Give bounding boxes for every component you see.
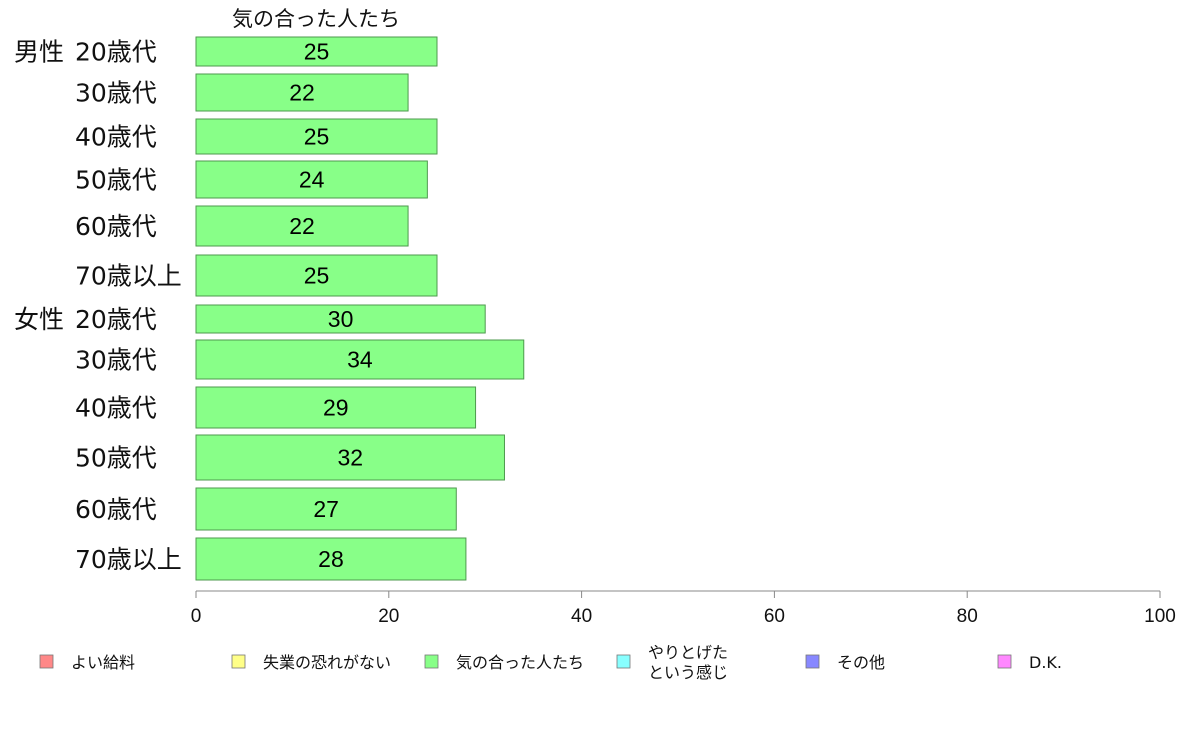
legend-label: その他 [837, 653, 885, 672]
category-label: 20歳代 [75, 38, 157, 67]
category-label: 30歳代 [75, 79, 157, 108]
legend-label: よい給料 [71, 653, 135, 672]
x-axis: 0 20 40 60 80 100 [191, 590, 1176, 627]
bar-value-label: 24 [299, 167, 325, 193]
legend-swatch [997, 654, 1012, 669]
bar-value-label: 27 [313, 496, 339, 522]
group-label: 男性 [14, 38, 64, 67]
x-tick-label: 40 [571, 606, 592, 627]
bar-value-label: 25 [304, 39, 330, 65]
chart-title: 気の合った人たち [232, 7, 400, 31]
category-label: 60歳代 [75, 495, 157, 524]
x-tick-label: 100 [1144, 606, 1176, 627]
bar-value-label: 29 [323, 395, 349, 421]
bar-1 [195, 73, 409, 112]
legend-swatch [805, 654, 820, 669]
bars-layer: 25 20歳代 22 30歳代 25 40歳代 24 50歳代 22 60歳代 25 70歳以上 30 2… [14, 36, 525, 581]
category-label: 40歳代 [75, 123, 157, 152]
bar-4 [195, 205, 409, 247]
legend-swatch [616, 654, 631, 669]
category-label: 20歳代 [75, 305, 157, 334]
category-label: 30歳代 [75, 346, 157, 375]
category-label: 70歳以上 [75, 545, 182, 574]
category-label: 70歳以上 [75, 262, 182, 291]
bar-3 [195, 160, 428, 199]
x-tick-label: 60 [764, 606, 785, 627]
bar-value-label: 25 [304, 263, 330, 289]
bar-value-label: 22 [289, 213, 315, 239]
bar-2 [195, 118, 438, 155]
legend-swatch [39, 654, 54, 669]
bar-5 [195, 254, 438, 297]
x-tick-label: 20 [378, 606, 399, 627]
category-label: 60歳代 [75, 212, 157, 241]
bar-6 [195, 304, 486, 334]
legend-label: 失業の恐れがない [263, 653, 391, 672]
category-label: 40歳代 [75, 394, 157, 423]
bar-value-label: 28 [318, 546, 344, 572]
bar-value-label: 22 [289, 80, 315, 106]
bar-0 [195, 36, 438, 67]
legend-label: D.K. [1029, 653, 1062, 672]
legend-label: やりとげたという感じ [648, 643, 728, 682]
legend-swatch [424, 654, 439, 669]
bar-value-label: 34 [347, 347, 373, 373]
bar-8 [195, 386, 477, 429]
bar-value-label: 32 [337, 445, 363, 471]
x-tick-label: 0 [191, 606, 202, 627]
legend-label: 気の合った人たち [456, 653, 584, 672]
legend: よい給料 失業の恐れがない 気の合った人たち やりとげたという感じ その他 D.K. [39, 643, 1062, 682]
legend-swatch [231, 654, 246, 669]
x-tick-label: 80 [957, 606, 978, 627]
group-label: 女性 [14, 305, 64, 334]
bar-7 [195, 339, 525, 380]
category-label: 50歳代 [75, 444, 157, 473]
bar-9 [195, 434, 505, 481]
bar-value-label: 30 [328, 306, 354, 332]
bar-10 [195, 487, 457, 531]
bar-11 [195, 537, 467, 581]
bar-value-label: 25 [304, 124, 330, 150]
category-label: 50歳代 [75, 166, 157, 195]
